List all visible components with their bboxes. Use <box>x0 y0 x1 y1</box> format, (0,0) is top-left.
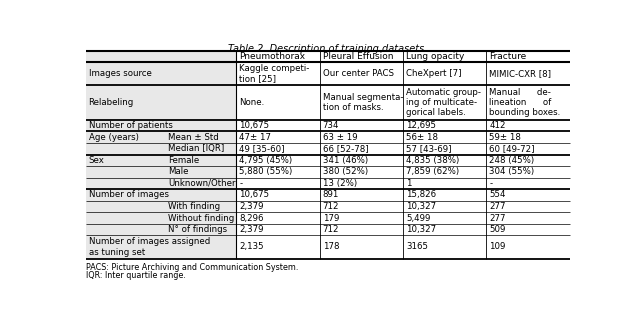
Text: 1: 1 <box>406 179 412 188</box>
Text: 277: 277 <box>490 202 506 211</box>
Text: Male: Male <box>168 167 189 176</box>
Text: Pneumothorax: Pneumothorax <box>239 52 305 61</box>
Text: Number of images assigned
as tuning set: Number of images assigned as tuning set <box>88 237 210 257</box>
Text: Relabeling: Relabeling <box>88 98 134 107</box>
Text: 380 (52%): 380 (52%) <box>323 167 368 176</box>
Text: 5,499: 5,499 <box>406 213 431 222</box>
Text: 248 (45%): 248 (45%) <box>490 156 534 165</box>
Text: 10,327: 10,327 <box>406 202 436 211</box>
Text: 712: 712 <box>323 225 339 234</box>
Text: Our center PACS: Our center PACS <box>323 69 394 78</box>
Text: 57 [43-69]: 57 [43-69] <box>406 144 452 153</box>
Text: MIMIC-CXR [8]: MIMIC-CXR [8] <box>490 69 552 78</box>
Text: 304 (55%): 304 (55%) <box>490 167 534 176</box>
Text: None.: None. <box>239 98 264 107</box>
Text: Fracture: Fracture <box>490 52 527 61</box>
Text: 5,880 (55%): 5,880 (55%) <box>239 167 292 176</box>
Text: 712: 712 <box>323 202 339 211</box>
Text: 56± 18: 56± 18 <box>406 133 438 142</box>
Text: 2,379: 2,379 <box>239 202 264 211</box>
Text: PACS: Picture Archiving and Communication System.: PACS: Picture Archiving and Communicatio… <box>86 263 299 272</box>
Text: 734: 734 <box>323 121 339 130</box>
Text: Without finding: Without finding <box>168 213 235 222</box>
Text: Manual      de-
lineation      of
bounding boxes.: Manual de- lineation of bounding boxes. <box>490 88 561 118</box>
Text: CheXpert [7]: CheXpert [7] <box>406 69 461 78</box>
Text: Mean ± Std: Mean ± Std <box>168 133 219 142</box>
Text: Automatic group-
ing of multicate-
gorical labels.: Automatic group- ing of multicate- goric… <box>406 88 481 118</box>
Text: Sex: Sex <box>88 156 104 165</box>
Text: 2,379: 2,379 <box>239 225 264 234</box>
Text: -: - <box>239 179 243 188</box>
Text: Female: Female <box>168 156 200 165</box>
Text: 15,826: 15,826 <box>406 191 436 200</box>
Text: 178: 178 <box>323 242 339 251</box>
Text: 341 (46%): 341 (46%) <box>323 156 368 165</box>
Text: With finding: With finding <box>168 202 220 211</box>
Text: 8,296: 8,296 <box>239 213 264 222</box>
Text: 277: 277 <box>490 213 506 222</box>
Text: Age (years): Age (years) <box>88 133 138 142</box>
Text: IQR: Inter quartile range.: IQR: Inter quartile range. <box>86 271 186 280</box>
Text: 509: 509 <box>490 225 506 234</box>
Text: 63 ± 19: 63 ± 19 <box>323 133 357 142</box>
Text: N° of findings: N° of findings <box>168 225 227 234</box>
Text: 7,859 (62%): 7,859 (62%) <box>406 167 459 176</box>
Text: 60 [49-72]: 60 [49-72] <box>490 144 535 153</box>
Text: Kaggle competi-
tion [25]: Kaggle competi- tion [25] <box>239 64 310 83</box>
Text: Pleural Effusion: Pleural Effusion <box>323 52 393 61</box>
Text: 554: 554 <box>490 191 506 200</box>
Text: 10,675: 10,675 <box>239 191 269 200</box>
Text: Number of patients: Number of patients <box>88 121 172 130</box>
Text: Number of images: Number of images <box>88 191 168 200</box>
Polygon shape <box>86 50 236 259</box>
Text: 10,327: 10,327 <box>406 225 436 234</box>
Text: 47± 17: 47± 17 <box>239 133 271 142</box>
Polygon shape <box>236 50 570 259</box>
Text: 59± 18: 59± 18 <box>490 133 522 142</box>
Text: Images source: Images source <box>88 69 152 78</box>
Text: 3165: 3165 <box>406 242 428 251</box>
Text: 10,675: 10,675 <box>239 121 269 130</box>
Text: 49 [35-60]: 49 [35-60] <box>239 144 285 153</box>
Text: 4,795 (45%): 4,795 (45%) <box>239 156 292 165</box>
Text: 891: 891 <box>323 191 339 200</box>
Text: 13 (2%): 13 (2%) <box>323 179 356 188</box>
Text: Median [IQR]: Median [IQR] <box>168 144 225 153</box>
Text: Unknown/Other: Unknown/Other <box>168 179 236 188</box>
Text: Table 2. Description of training datasets.: Table 2. Description of training dataset… <box>228 44 428 54</box>
Text: 66 [52-78]: 66 [52-78] <box>323 144 368 153</box>
Text: 109: 109 <box>490 242 506 251</box>
Text: Manual segmenta-
tion of masks.: Manual segmenta- tion of masks. <box>323 93 403 112</box>
Text: -: - <box>490 179 493 188</box>
Text: 4,835 (38%): 4,835 (38%) <box>406 156 460 165</box>
Text: 412: 412 <box>490 121 506 130</box>
Text: 12,695: 12,695 <box>406 121 436 130</box>
Text: Lung opacity: Lung opacity <box>406 52 465 61</box>
Text: 2,135: 2,135 <box>239 242 264 251</box>
Text: 179: 179 <box>323 213 339 222</box>
